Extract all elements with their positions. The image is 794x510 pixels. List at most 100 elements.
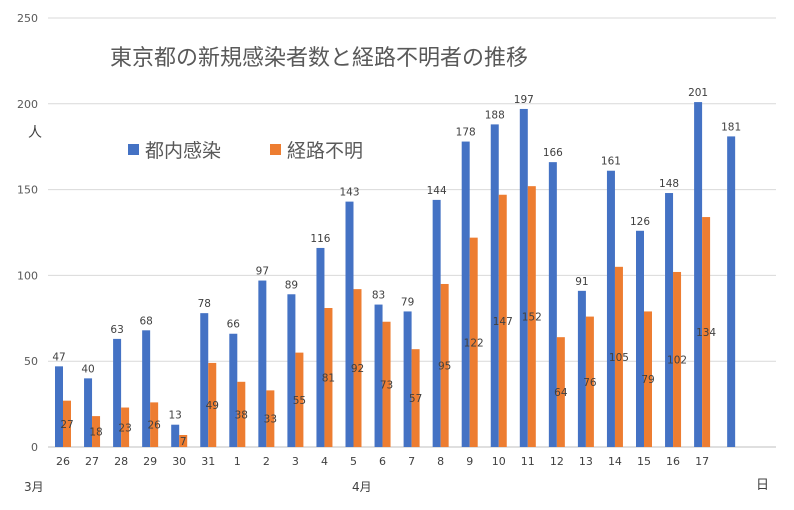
x-tick-label: 3 [292,455,299,468]
bar-unknown-route [382,321,391,447]
chart-title: 東京都の新規感染者数と経路不明者の推移 [110,46,529,71]
bar-tokyo-cases [374,304,383,447]
data-label-tokyo-cases: 188 [485,109,505,121]
x-tick-label: 16 [666,455,680,468]
x-tick-label: 31 [201,455,215,468]
x-tick-label: 7 [408,455,415,468]
data-label-tokyo-cases: 166 [543,147,563,159]
y-tick-label: 100 [17,269,38,282]
bar-unknown-route [673,271,682,447]
bar-tokyo-cases [461,141,470,447]
data-label-unknown-route: 79 [641,374,654,386]
bar-unknown-route [556,337,565,447]
data-label-unknown-route: 73 [380,379,393,391]
x-tick-label: 11 [521,455,535,468]
bar-tokyo-cases [636,230,644,447]
data-label-tokyo-cases: 66 [227,319,241,331]
data-label-tokyo-cases: 178 [456,127,476,139]
bar-tokyo-cases [200,313,209,447]
bar-tokyo-cases [577,290,586,447]
legend-label: 都内感染 [145,140,222,162]
bar-unknown-route [295,352,304,447]
bar-tokyo-cases [490,124,499,447]
data-label-unknown-route: 122 [464,337,484,349]
bar-tokyo-cases [432,199,441,447]
data-label-tokyo-cases: 83 [372,290,385,302]
x-axis-unit: 日 [756,478,770,493]
bar-tokyo-cases [316,247,325,447]
data-label-tokyo-cases: 63 [110,324,123,336]
data-label-tokyo-cases: 79 [401,296,414,308]
legend-item-unknown-route: 経路不明 [270,136,363,163]
bar-unknown-route [121,407,130,447]
x-tick-label: 30 [172,455,186,468]
data-label-unknown-route: 38 [235,409,248,421]
bar-tokyo-cases [548,162,557,448]
x-tick-label: 5 [350,455,357,468]
x-axis-ticks: 26 27 28 29 30 31 1 2 3 4 5 6 7 8 9 10 11 12 13 14 15 16 17 [56,455,709,468]
bar-unknown-route [702,217,711,447]
legend-swatch-orange [270,144,281,155]
data-label-unknown-route: 105 [609,352,629,364]
bar-unknown-route [324,308,333,447]
data-label-tokyo-cases: 91 [575,276,588,288]
bar-tokyo-cases [142,330,151,447]
x-tick-label: 10 [492,455,506,468]
bar-unknown-route [498,194,507,447]
y-axis-ticks: 0 50 100 150 200 250 [17,12,38,454]
data-label-tokyo-cases: 68 [139,315,152,327]
bars [55,102,736,448]
data-label-tokyo-cases: 181 [721,121,741,133]
data-label-tokyo-cases: 148 [659,178,679,190]
data-label-unknown-route: 55 [293,395,306,407]
data-label-unknown-route: 49 [206,400,219,412]
x-tick-label: 9 [466,455,473,468]
x-tick-label: 1 [234,455,241,468]
y-tick-label: 250 [17,12,38,25]
data-label-unknown-route: 81 [322,373,335,385]
bar-unknown-route [92,416,101,447]
data-label-unknown-route: 27 [60,419,73,431]
data-label-unknown-route: 134 [696,327,716,339]
data-label-unknown-route: 64 [554,387,568,399]
bar-tokyo-cases [403,311,412,447]
data-label-tokyo-cases: 143 [339,187,359,199]
bar-tokyo-cases [727,136,736,448]
data-label-unknown-route: 7 [180,436,187,448]
month-label-march: 3月 [24,480,44,494]
x-tick-label: 8 [437,455,444,468]
bar-tokyo-cases [345,201,354,447]
bar-unknown-route [150,402,159,447]
x-tick-label: 29 [143,455,157,468]
data-label-tokyo-cases: 144 [427,185,447,197]
bar-unknown-route [237,381,246,447]
x-tick-label: 27 [85,455,99,468]
bar-tokyo-cases [519,108,528,447]
bar-tokyo-cases [84,378,93,447]
bar-tokyo-cases [113,338,122,447]
bar-tokyo-cases [55,366,63,447]
bar-tokyo-cases [258,280,267,447]
x-tick-label: 4 [321,455,328,468]
bar-unknown-route [63,400,71,447]
data-label-unknown-route: 33 [264,414,277,426]
data-label-unknown-route: 95 [438,360,451,372]
bar-unknown-route [179,434,188,447]
bar-unknown-route [469,237,478,447]
bar-tokyo-cases [694,102,703,448]
x-tick-label: 6 [379,455,386,468]
bar-unknown-route [585,316,594,447]
bar-unknown-route [440,283,449,447]
data-label-unknown-route: 23 [118,422,131,434]
bar-tokyo-cases [665,193,674,447]
y-tick-label: 50 [24,355,38,368]
data-label-unknown-route: 147 [493,316,513,328]
legend-swatch-blue [128,144,139,155]
data-label-tokyo-cases: 89 [285,279,298,291]
legend-label: 経路不明 [287,140,364,162]
month-label-april: 4月 [352,480,372,494]
data-label-tokyo-cases: 40 [81,363,94,375]
data-label-tokyo-cases: 126 [630,216,650,228]
bar-tokyo-cases [606,170,615,447]
